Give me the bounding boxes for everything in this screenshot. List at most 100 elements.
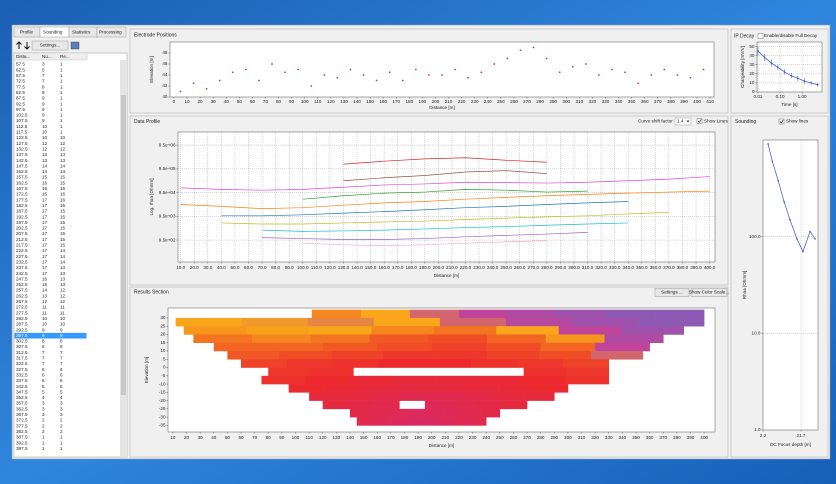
checkbox-label[interactable]: Show lines xyxy=(786,119,809,124)
cell: 9 xyxy=(42,118,45,123)
model-cell xyxy=(481,408,501,418)
model-cell xyxy=(521,375,566,385)
cell: 17 xyxy=(42,265,48,270)
checkbox[interactable] xyxy=(778,118,785,125)
cell: 347.5 xyxy=(16,389,28,394)
cell: 15 xyxy=(42,282,48,287)
cell: 15 xyxy=(42,175,48,180)
model-cell xyxy=(373,400,400,410)
electrode xyxy=(388,71,391,74)
model-cell xyxy=(498,384,534,393)
model-cell xyxy=(331,350,384,360)
model-cell xyxy=(571,317,639,327)
x-tick-label: 320 xyxy=(589,99,597,104)
tab-label[interactable]: Profile xyxy=(20,30,33,35)
cell: 252.5 xyxy=(16,282,28,287)
tab-label[interactable]: Statistics xyxy=(72,30,91,35)
x-tick-label: 330 xyxy=(605,435,613,440)
check xyxy=(779,119,784,124)
model-cell xyxy=(358,384,394,393)
x-tick-label: 380 xyxy=(673,435,681,440)
checkbox-label[interactable]: Enable/disable Full Decay xyxy=(764,33,818,38)
electrode xyxy=(401,79,404,82)
electrode xyxy=(689,76,692,79)
model-cell xyxy=(288,384,324,393)
x-tick-label: 220.0 xyxy=(460,265,472,270)
x-tick-label: 260 xyxy=(510,99,518,104)
electrode xyxy=(611,68,613,71)
electrode xyxy=(258,79,260,82)
x-tick-label: 110 xyxy=(305,435,313,440)
color-scale-button[interactable] xyxy=(690,288,728,297)
cell: 13 xyxy=(60,282,66,287)
model-cell xyxy=(621,326,684,335)
check xyxy=(697,119,702,124)
cell: 367.5 xyxy=(16,412,28,417)
settings-button[interactable] xyxy=(654,288,690,297)
electrode xyxy=(519,49,522,52)
move-up[interactable] xyxy=(16,41,22,49)
cell: 9 xyxy=(42,90,45,95)
tab-label[interactable]: Processing xyxy=(99,30,122,35)
model-cell xyxy=(183,326,247,335)
cell: 1 xyxy=(60,73,63,78)
x-tick-label: 260.0 xyxy=(514,265,526,270)
cell: 12 xyxy=(60,293,66,298)
x-tick-label: 50.0 xyxy=(230,265,239,270)
checkbox[interactable] xyxy=(696,118,703,124)
x-tick-label: 340.0 xyxy=(622,265,634,270)
cell: 17 xyxy=(42,259,48,264)
model-cell xyxy=(370,392,402,401)
y-tick-label: 9.5e+03 xyxy=(159,214,176,219)
model-cell xyxy=(339,392,371,401)
electrode xyxy=(179,90,182,93)
cell: 6 xyxy=(42,372,45,377)
tab[interactable] xyxy=(96,26,127,38)
cell: 107.5 xyxy=(16,118,28,123)
checkbox[interactable] xyxy=(757,33,764,39)
x-tick-label: 390 xyxy=(680,99,688,104)
x-tick-label: 160 xyxy=(379,99,387,104)
model-cell xyxy=(175,317,242,327)
y-tick-label: 0 xyxy=(752,89,755,94)
y-tick-label: 40 xyxy=(162,94,168,99)
column-header: Nu... xyxy=(42,54,52,59)
shift-select[interactable] xyxy=(674,117,692,126)
x-tick-label: 360 xyxy=(641,99,649,104)
x-tick-label: 310.0 xyxy=(582,265,594,270)
cell: 11 xyxy=(60,310,65,315)
x-tick-label: 400.0 xyxy=(704,265,716,270)
cell: 10 xyxy=(42,124,48,129)
x-tick-label: 280.0 xyxy=(541,265,553,270)
electrode xyxy=(545,57,548,60)
model-cell xyxy=(348,400,375,410)
cell: 312.5 xyxy=(16,350,28,355)
table-icon[interactable] xyxy=(70,41,80,50)
cell: 7 xyxy=(60,361,63,366)
move-down[interactable] xyxy=(24,42,30,50)
model-cell xyxy=(368,408,388,418)
model-cell xyxy=(401,392,432,401)
checkbox-label[interactable]: Show Lines xyxy=(704,119,728,124)
settings-button[interactable] xyxy=(31,40,69,51)
x-tick-label: 320.0 xyxy=(595,265,607,270)
button-label[interactable]: Settings... xyxy=(40,43,60,48)
y-axis-label: Elevation [m] xyxy=(144,357,149,384)
x-tick-label: 400 xyxy=(700,435,708,440)
electrode xyxy=(375,79,378,82)
button-label[interactable]: Settings ... xyxy=(661,290,683,295)
x-tick-label: 270.0 xyxy=(528,265,540,270)
shift-value[interactable]: 1.4 xyxy=(677,119,684,124)
cell: 6 xyxy=(60,372,63,377)
cell: 187.5 xyxy=(16,209,28,214)
electrode xyxy=(414,68,417,71)
cell: 9 xyxy=(42,113,45,118)
cell: 8 xyxy=(60,344,63,349)
x-tick-label: 10.0 xyxy=(176,265,185,270)
x-tick-label: 230 xyxy=(471,99,479,104)
model-cell xyxy=(252,334,312,344)
cell: 1 xyxy=(60,90,63,95)
tab-label[interactable]: Sounding xyxy=(43,30,63,35)
button-label[interactable]: Show Color Scale... xyxy=(689,290,729,295)
scroll-thumb[interactable] xyxy=(121,95,126,395)
